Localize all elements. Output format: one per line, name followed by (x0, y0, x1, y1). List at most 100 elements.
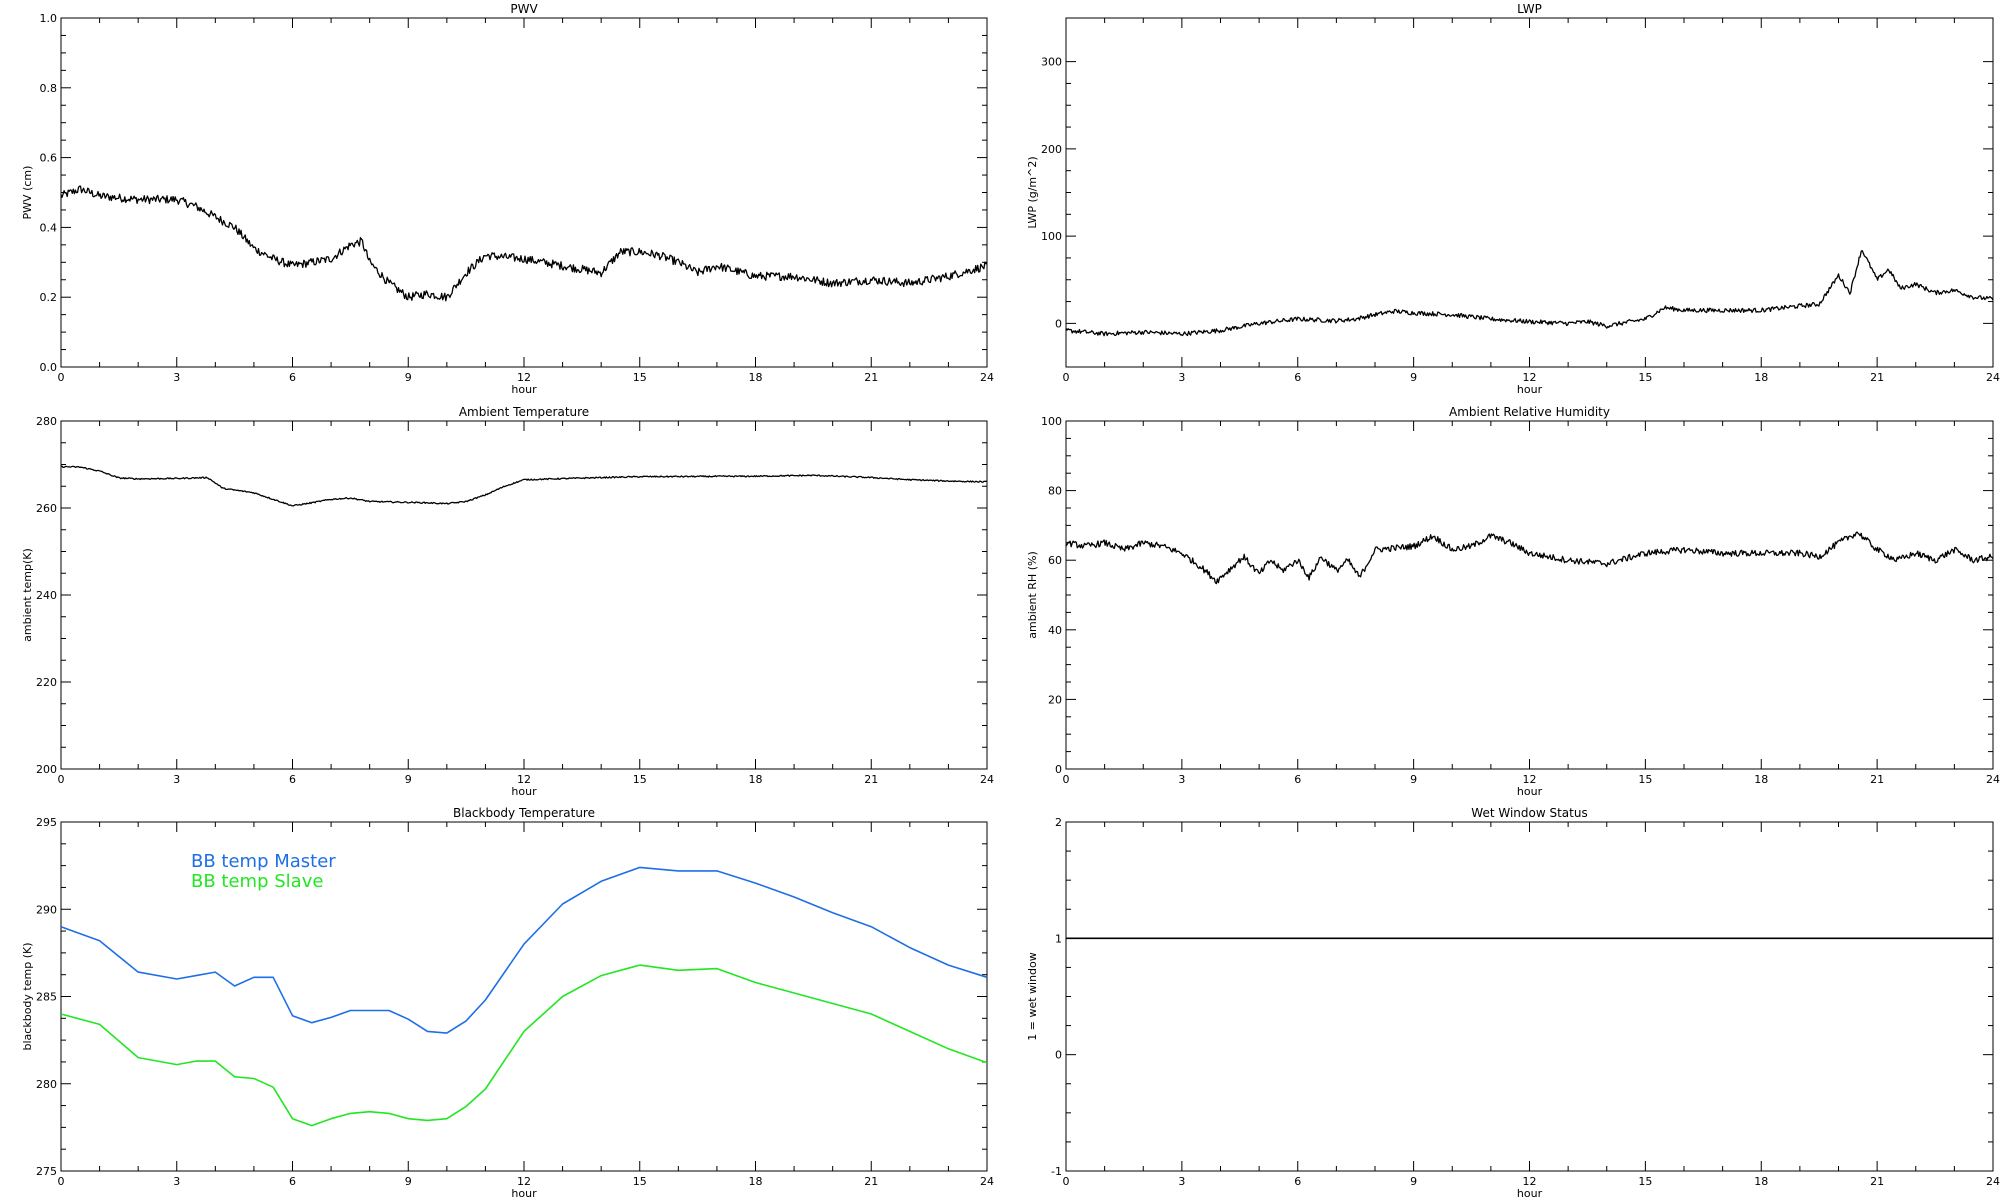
ambient-rh-xtick-label: 9 (1410, 773, 1417, 786)
lwp-xtick-label: 15 (1638, 371, 1652, 384)
ambient-rh-xtick-label: 6 (1294, 773, 1301, 786)
ambient-temp-xtick-label: 15 (633, 773, 647, 786)
blackbody-temp-series-line-bb-temp-slave (60, 964, 988, 1127)
wet-window-xtick-label: 18 (1754, 1175, 1768, 1188)
blackbody-temp-legend-entry: BB temp Master (191, 851, 336, 872)
ambient-rh-plot-frame (1065, 420, 1994, 770)
blackbody-temp-xtick-label: 15 (633, 1175, 647, 1188)
wet-window-ytick-label: 1 (1055, 932, 1062, 945)
wet-window-xtick-label: 24 (1986, 1175, 2000, 1188)
ambient-rh-ytick-label: 0 (1055, 763, 1062, 776)
lwp-xtick-label: 12 (1523, 371, 1537, 384)
blackbody-temp-title: Blackbody Temperature (453, 806, 595, 820)
ambient-temp-xtick-label: 18 (749, 773, 763, 786)
ambient-rh-xtick-label: 12 (1523, 773, 1537, 786)
lwp-ylabel: LWP (g/m^2) (1026, 156, 1039, 228)
lwp-xtick-label: 0 (1063, 371, 1070, 384)
lwp-series-line (1065, 250, 1994, 337)
wet-window-xlabel: hour (1517, 1187, 1543, 1200)
blackbody-temp-ytick-label: 275 (36, 1165, 57, 1178)
pwv-series-line (60, 185, 988, 302)
pwv-ytick-label: 0.6 (40, 152, 58, 165)
blackbody-temp-ylabel: blackbody temp (K) (21, 943, 34, 1051)
wet-window-xtick-label: 0 (1063, 1175, 1070, 1188)
lwp-xtick-label: 21 (1870, 371, 1884, 384)
pwv-ytick-label: 0.8 (40, 82, 58, 95)
wet-window-xtick-label: 15 (1638, 1175, 1652, 1188)
lwp-title: LWP (1517, 2, 1542, 16)
ambient-temp-ylabel: ambient temp(K) (21, 548, 34, 642)
wet-window-plot-frame (1065, 821, 1994, 1172)
pwv-ytick-label: 0.2 (40, 291, 58, 304)
pwv-title: PWV (510, 2, 538, 16)
ambient-rh-ytick-label: 100 (1041, 415, 1062, 428)
blackbody-temp-ytick-label: 290 (36, 903, 57, 916)
ambient-rh-xtick-label: 18 (1754, 773, 1768, 786)
pwv-xtick-label: 15 (633, 371, 647, 384)
ambient-temp-xtick-label: 21 (864, 773, 878, 786)
wet-window-xtick-label: 6 (1294, 1175, 1301, 1188)
lwp-ytick-label: 200 (1041, 143, 1062, 156)
lwp-ytick-label: 100 (1041, 230, 1062, 243)
wet-window-ytick-label: 2 (1055, 816, 1062, 829)
ambient-temp-ytick-label: 240 (36, 589, 57, 602)
pwv-xtick-label: 3 (173, 371, 180, 384)
ambient-rh-ylabel: ambient RH (%) (1026, 551, 1039, 639)
blackbody-temp-xtick-label: 21 (864, 1175, 878, 1188)
blackbody-temp-ytick-label: 285 (36, 991, 57, 1004)
ambient-rh-xtick-label: 21 (1870, 773, 1884, 786)
blackbody-temp-panel: Blackbody Temperature 0 3 6 9 12 15 18 21 24 hour 2… (21, 806, 994, 1200)
ambient-temp-xtick-label: 0 (58, 773, 65, 786)
lwp-xtick-label: 3 (1178, 371, 1185, 384)
pwv-xtick-label: 18 (749, 371, 763, 384)
blackbody-temp-xtick-label: 12 (517, 1175, 531, 1188)
ambient-rh-xtick-label: 0 (1063, 773, 1070, 786)
lwp-plot-frame (1065, 17, 1994, 368)
wet-window-ylabel: 1 = wet window (1026, 952, 1039, 1041)
wet-window-xtick-label: 9 (1410, 1175, 1417, 1188)
ambient-temp-xtick-label: 3 (173, 773, 180, 786)
ambient-temp-title: Ambient Temperature (459, 405, 589, 419)
pwv-ytick-label: 1.0 (40, 12, 58, 25)
lwp-xtick-label: 9 (1410, 371, 1417, 384)
ambient-temp-panel: Ambient Temperature 0 3 6 9 12 15 18 21 24 hour 200… (21, 405, 994, 798)
ambient-rh-ytick-label: 60 (1048, 554, 1062, 567)
ambient-rh-ytick-label: 40 (1048, 624, 1062, 637)
pwv-xtick-label: 12 (517, 371, 531, 384)
wet-window-title: Wet Window Status (1471, 806, 1587, 820)
ambient-rh-ytick-label: 80 (1048, 485, 1062, 498)
pwv-ylabel: PWV (cm) (21, 166, 34, 220)
ambient-rh-series-line (1065, 531, 1994, 585)
ambient-temp-xtick-label: 12 (517, 773, 531, 786)
pwv-xtick-label: 24 (980, 371, 994, 384)
wet-window-ytick-label: -1 (1051, 1165, 1062, 1178)
lwp-xtick-label: 18 (1754, 371, 1768, 384)
ambient-temp-ytick-label: 280 (36, 415, 57, 428)
blackbody-temp-xtick-label: 24 (980, 1175, 994, 1188)
wet-window-xtick-label: 12 (1523, 1175, 1537, 1188)
ambient-rh-xtick-label: 24 (1986, 773, 2000, 786)
ambient-temp-ytick-label: 220 (36, 676, 57, 689)
blackbody-temp-xtick-label: 18 (749, 1175, 763, 1188)
ambient-rh-xtick-label: 15 (1638, 773, 1652, 786)
lwp-xlabel: hour (1517, 383, 1543, 396)
blackbody-temp-ytick-label: 280 (36, 1078, 57, 1091)
ambient-rh-ytick-label: 20 (1048, 693, 1062, 706)
lwp-xtick-label: 6 (1294, 371, 1301, 384)
pwv-xtick-label: 0 (58, 371, 65, 384)
blackbody-temp-xlabel: hour (511, 1187, 537, 1200)
ambient-rh-panel: Ambient Relative Humidity 0 3 6 9 12 15 18 21 24 h… (1026, 405, 2000, 798)
ambient-temp-xtick-label: 6 (289, 773, 296, 786)
ambient-rh-xlabel: hour (1517, 785, 1543, 798)
blackbody-temp-legend-entry: BB temp Slave (191, 871, 323, 892)
blackbody-temp-xtick-label: 9 (405, 1175, 412, 1188)
pwv-xtick-label: 21 (864, 371, 878, 384)
blackbody-temp-xtick-label: 6 (289, 1175, 296, 1188)
ambient-temp-series-line (60, 465, 987, 507)
lwp-panel: LWP 0 3 6 9 12 15 18 21 24 hour 0 100 200 300 LWP (g/m^… (1026, 2, 2000, 396)
wet-window-ytick-label: 0 (1055, 1049, 1062, 1062)
pwv-panel: PWV 0 3 6 9 12 15 18 21 24 hour 0.0 0.2 0.4 0.6 0.8 1.0 P… (21, 2, 994, 396)
ambient-temp-xtick-label: 24 (980, 773, 994, 786)
